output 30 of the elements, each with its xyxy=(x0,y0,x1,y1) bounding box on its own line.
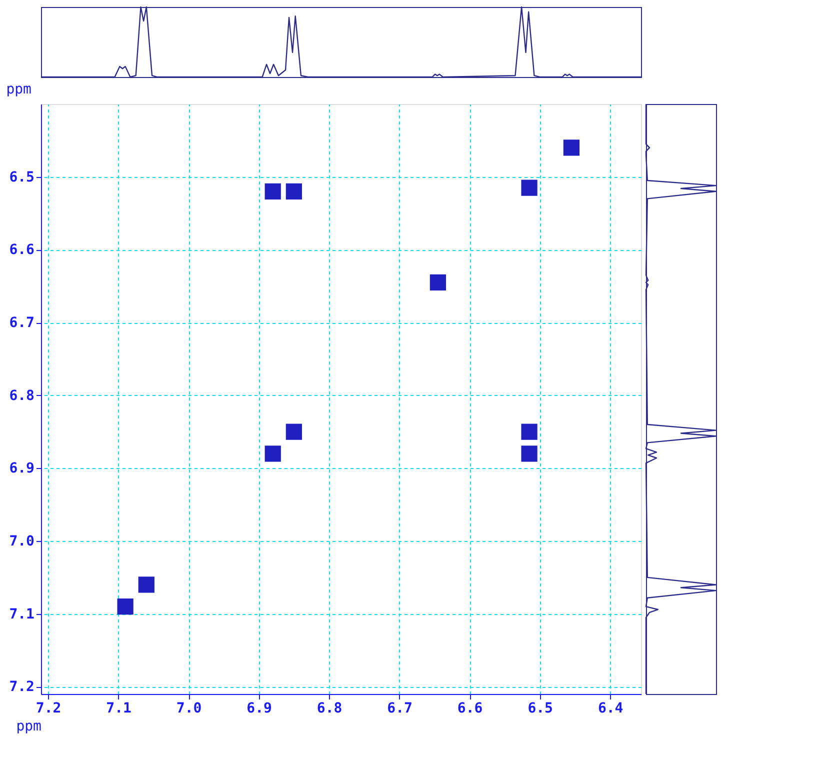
x-tick-label: 6.4 xyxy=(598,700,624,716)
point xyxy=(264,446,281,462)
y-tick-label: 7.1 xyxy=(9,606,34,622)
y-axis-title: ppm xyxy=(6,82,32,98)
y-tick-label: 6.5 xyxy=(9,169,34,186)
point xyxy=(521,424,538,440)
x-tick-label: 6.7 xyxy=(387,700,412,716)
point xyxy=(563,140,580,156)
x-tick-label: 6.9 xyxy=(246,700,272,716)
point xyxy=(521,446,538,462)
x-tick-label: 7.2 xyxy=(36,700,62,716)
y-tick-label: 6.8 xyxy=(9,388,34,404)
point xyxy=(264,183,281,200)
point xyxy=(430,274,446,291)
x-tick-label: 6.6 xyxy=(457,700,483,716)
point xyxy=(286,183,302,200)
x-tick-label: 6.5 xyxy=(528,700,553,716)
x-tick-label: 6.8 xyxy=(316,700,342,716)
y-tick-label: 6.9 xyxy=(9,460,34,477)
x-axis-title: ppm xyxy=(16,718,42,734)
y-tick-label: 6.6 xyxy=(9,242,34,258)
x-tick-label: 7.1 xyxy=(106,700,132,716)
y-tick-label: 6.7 xyxy=(9,315,34,332)
y-tick-label: 7.0 xyxy=(9,534,34,550)
y-tick-label: 7.2 xyxy=(9,679,34,696)
point xyxy=(521,180,538,196)
point xyxy=(286,424,302,440)
point xyxy=(138,576,154,593)
x-tick-label: 7.0 xyxy=(176,700,202,716)
point xyxy=(117,598,134,615)
